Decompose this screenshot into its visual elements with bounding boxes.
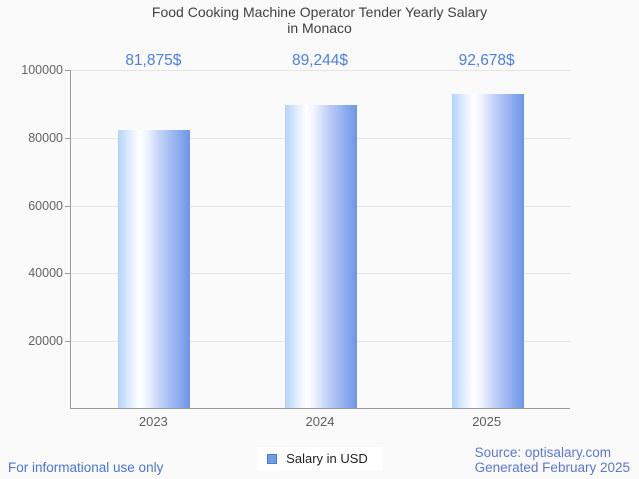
disclaimer-text: For informational use only — [8, 460, 164, 475]
x-axis-label-2023: 2023 — [138, 414, 168, 429]
y-axis-tick-label: 60000 — [28, 198, 63, 213]
legend-marker-square-icon — [267, 453, 278, 464]
chart-title: Food Cooking Machine Operator Tender Yea… — [0, 4, 639, 36]
y-axis-tick — [65, 341, 71, 343]
gridline — [71, 70, 571, 71]
bar-value-labels: 81,875$ 89,244$ 92,678$ — [70, 52, 570, 69]
bar-2024 — [285, 105, 357, 408]
chart-title-line2: in Monaco — [287, 20, 352, 36]
y-axis-tick-label: 80000 — [28, 130, 63, 145]
x-axis-label-2024: 2024 — [305, 414, 335, 429]
x-axis-label-2025: 2025 — [472, 414, 502, 429]
x-axis-labels: 2023 2024 2025 — [70, 414, 570, 430]
bar-2023 — [118, 130, 191, 408]
y-axis-tick — [65, 137, 71, 139]
y-axis-tick — [65, 70, 71, 71]
source-text: Source: optisalary.com — [474, 445, 611, 460]
y-axis-tick-label: 40000 — [28, 266, 63, 281]
y-axis-tick-label: 20000 — [28, 334, 63, 349]
bar-value-label-2024: 89,244$ — [291, 52, 349, 69]
bar-value-label-2023: 81,875$ — [125, 52, 182, 69]
chart-title-line1: Food Cooking Machine Operator Tender Yea… — [151, 4, 488, 20]
generated-text: Generated February 2025 — [474, 460, 630, 475]
bar-value-label-2025: 92,678$ — [458, 52, 515, 69]
y-axis-tick — [65, 205, 71, 207]
y-axis-tick — [65, 273, 71, 275]
source-info: Source: optisalary.com Generated Februar… — [475, 445, 630, 475]
bar-2025 — [451, 93, 524, 408]
plot-area: 20000 40000 60000 80000 100000 — [21, 63, 571, 409]
legend-label: Salary in USD — [286, 451, 368, 466]
legend: Salary in USD — [257, 447, 382, 471]
y-axis-tick-label: 100000 — [21, 63, 63, 77]
